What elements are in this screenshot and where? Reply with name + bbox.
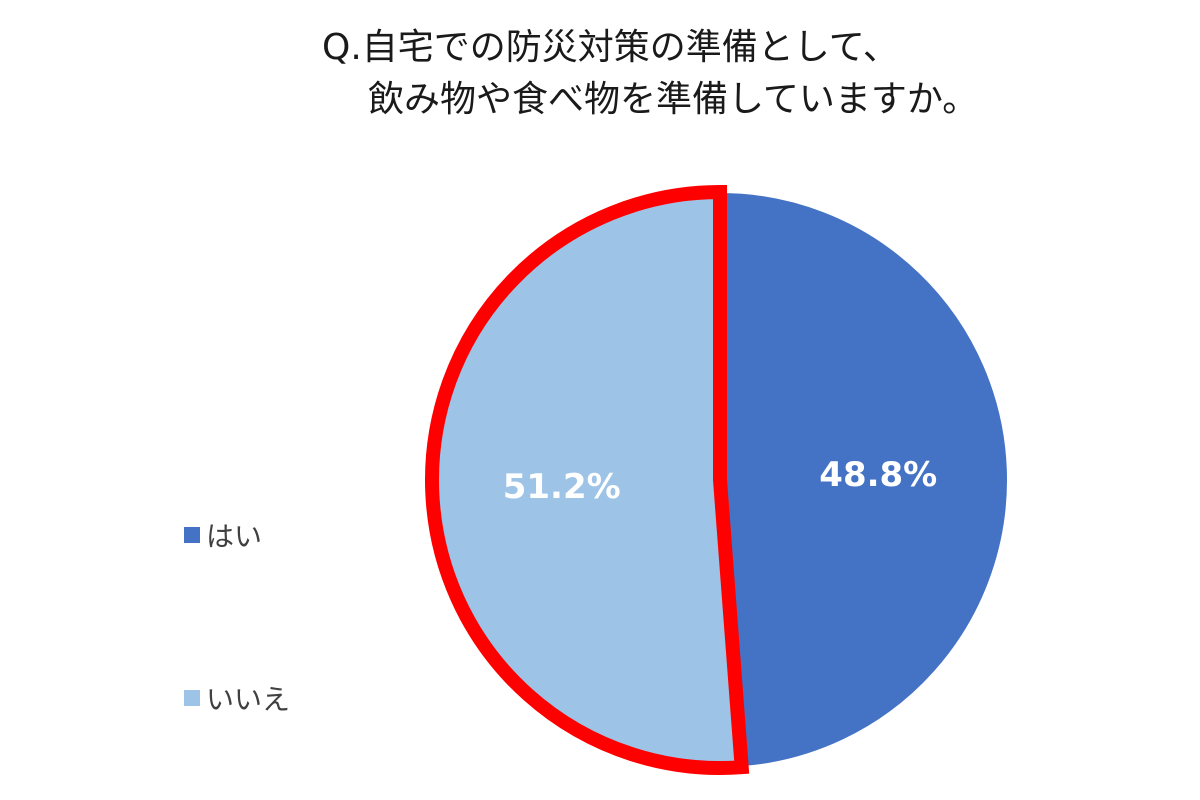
legend-swatch-yes bbox=[184, 527, 200, 543]
pie-slice-yes bbox=[719, 190, 1009, 769]
legend-item-no: いいえ bbox=[184, 678, 290, 718]
legend-item-yes: はい bbox=[184, 515, 262, 555]
legend-label-yes: はい bbox=[206, 520, 263, 553]
legend-label-no: いいえ bbox=[206, 683, 291, 716]
legend-swatch-no bbox=[184, 690, 200, 706]
chart-title-line-2: 飲み物や食べ物を準備していますか。 bbox=[368, 79, 979, 120]
slice-label-no: 51.2% bbox=[503, 467, 621, 507]
pie-slice-no bbox=[425, 184, 750, 775]
chart-title-line-1: Q.自宅での防災対策の準備として、 bbox=[322, 27, 899, 68]
slice-label-yes: 48.8% bbox=[819, 455, 937, 495]
